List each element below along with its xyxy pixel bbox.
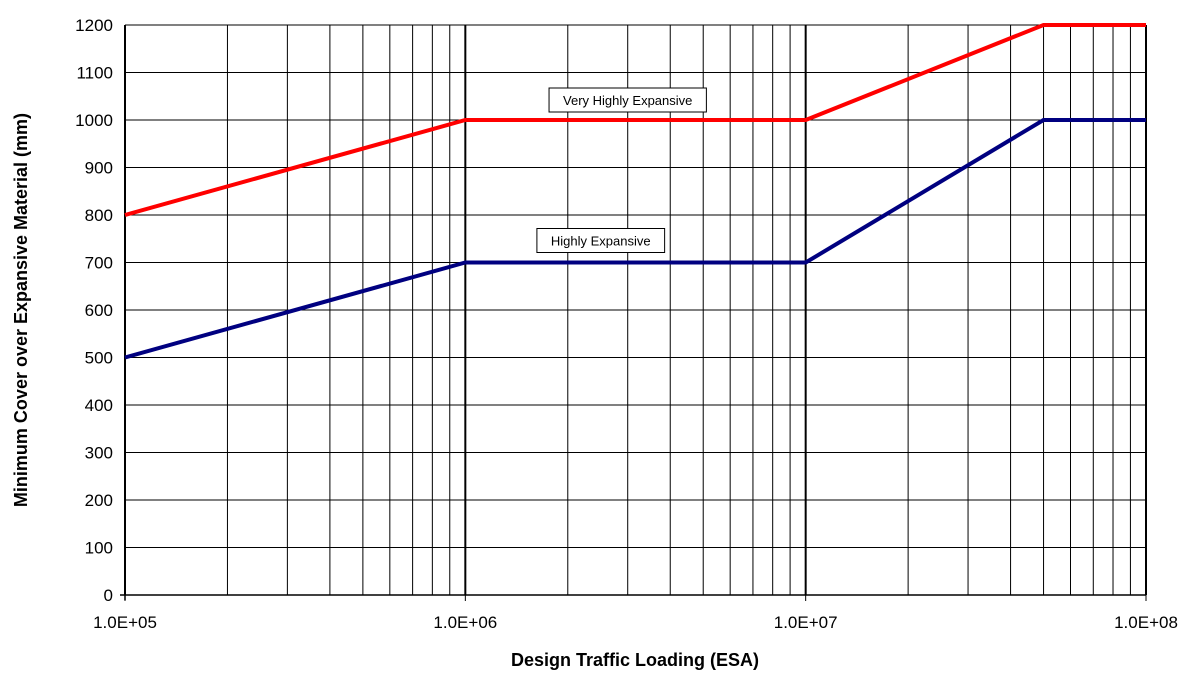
series-line-highly-expansive [124,118,1146,360]
y-tick-label: 200 [85,491,113,510]
annotation-label: Very Highly Expansive [548,87,707,113]
series-line-very-highly-expansive [124,23,1146,217]
x-tick-label: 1.0E+05 [93,613,157,632]
y-tick-label: 300 [85,444,113,463]
annotation-text: Very Highly Expansive [563,93,692,108]
y-tick-label: 100 [85,539,113,558]
y-axis-title: Minimum Cover over Expansive Material (m… [11,113,31,507]
annotation-label: Highly Expansive [536,228,666,253]
annotations: Very Highly Expansive Highly Expansive [536,87,707,253]
y-tick-label: 400 [85,396,113,415]
y-tick-label: 500 [85,349,113,368]
axes [120,25,1147,601]
y-tick-label: 1200 [75,16,113,35]
y-tick-label: 1100 [76,64,113,83]
tick-labels: 0 100 200 300 400 500 600 700 800 900 1000 1100 1200… [75,16,1178,632]
y-tick-label: 700 [85,254,113,273]
annotation-box [536,228,666,253]
x-tick-label: 1.0E+07 [774,613,838,632]
x-axis-title: Design Traffic Loading (ESA) [511,650,759,670]
annotation-text: Highly Expansive [551,234,651,249]
y-tick-label: 800 [85,206,113,225]
x-tick-label: 1.0E+06 [433,613,497,632]
annotation-box [548,87,707,113]
x-tick-label: 1.0E+08 [1114,613,1178,632]
y-tick-label: 900 [85,159,113,178]
y-tick-label: 1000 [75,111,113,130]
series-lines [124,23,1146,360]
y-tick-label: 0 [104,586,113,605]
y-tick-label: 600 [85,301,113,320]
